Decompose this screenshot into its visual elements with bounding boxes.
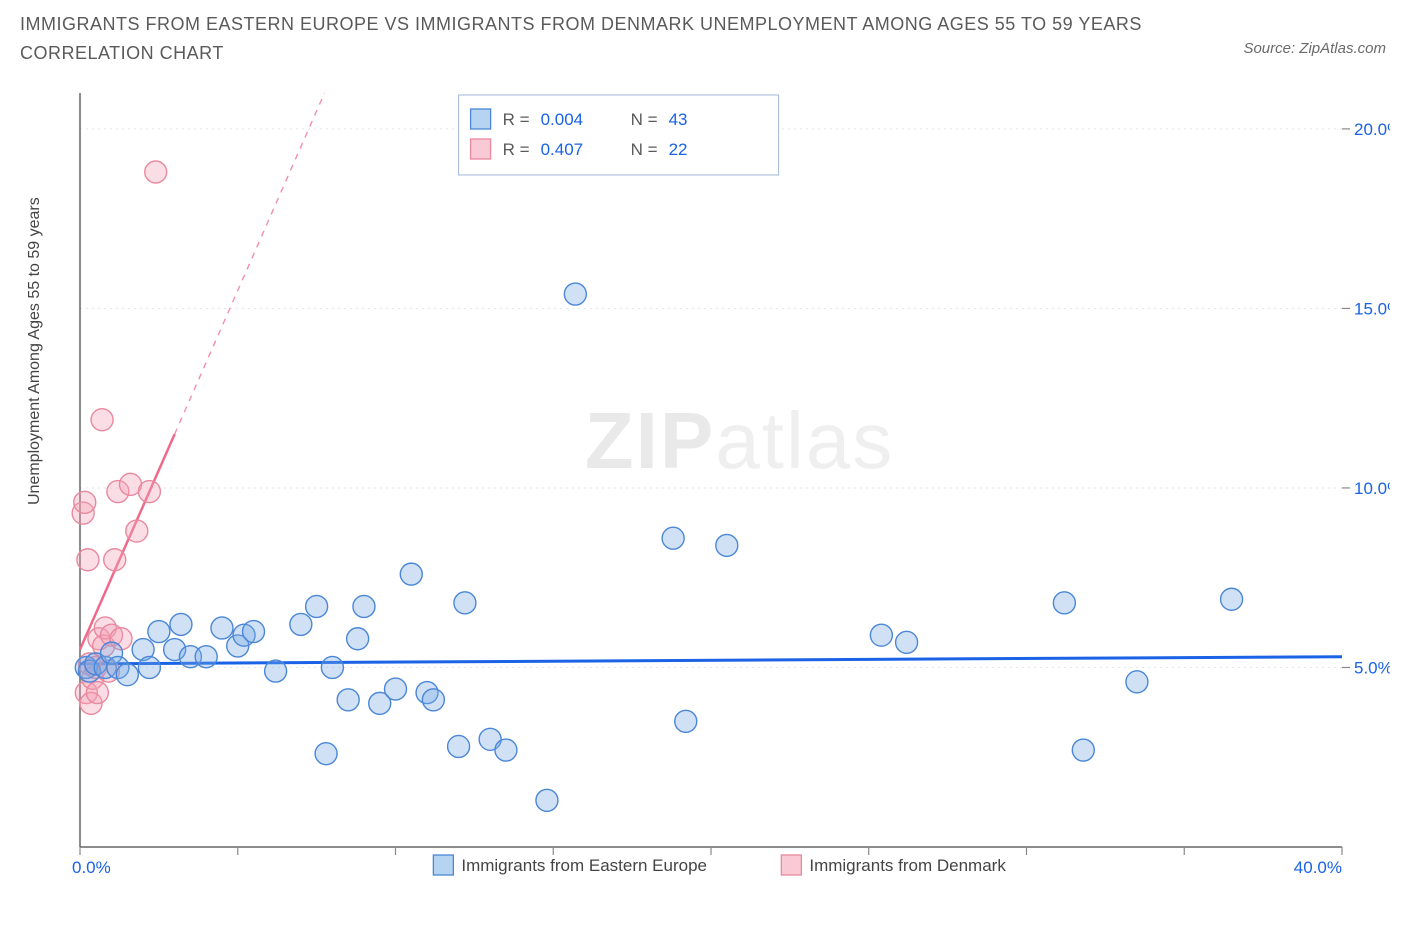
source-attribution: Source: ZipAtlas.com [1243,40,1386,57]
chart-title-line2: CORRELATION CHART [20,39,1142,68]
svg-text:R =: R = [503,140,530,159]
svg-text:Immigrants from Denmark: Immigrants from Denmark [809,856,1006,875]
chart-title-block: IMMIGRANTS FROM EASTERN EUROPE VS IMMIGR… [20,10,1142,68]
svg-text:15.0%: 15.0% [1354,299,1390,318]
svg-text:43: 43 [669,110,688,129]
chart-title-line1: IMMIGRANTS FROM EASTERN EUROPE VS IMMIGR… [20,10,1142,39]
chart-area: Unemployment Among Ages 55 to 59 years 0… [20,85,1390,895]
svg-text:5.0%: 5.0% [1354,658,1390,677]
svg-text:40.0%: 40.0% [1294,858,1342,877]
scatter-plot: 0.0% 40.0% 5.0% 10.0% 15.0% 20.0% R = 0.004 N = 4… [20,85,1390,895]
svg-text:R =: R = [503,110,530,129]
svg-text:Immigrants from Eastern Europe: Immigrants from Eastern Europe [461,856,707,875]
svg-text:22: 22 [669,140,688,159]
y-axis-label: Unemployment Among Ages 55 to 59 years [26,197,44,505]
svg-text:10.0%: 10.0% [1354,479,1390,498]
svg-text:0.004: 0.004 [541,110,584,129]
svg-text:20.0%: 20.0% [1354,120,1390,139]
svg-text:N =: N = [631,110,658,129]
svg-text:N =: N = [631,140,658,159]
svg-text:0.0%: 0.0% [72,858,111,877]
svg-text:0.407: 0.407 [541,140,584,159]
